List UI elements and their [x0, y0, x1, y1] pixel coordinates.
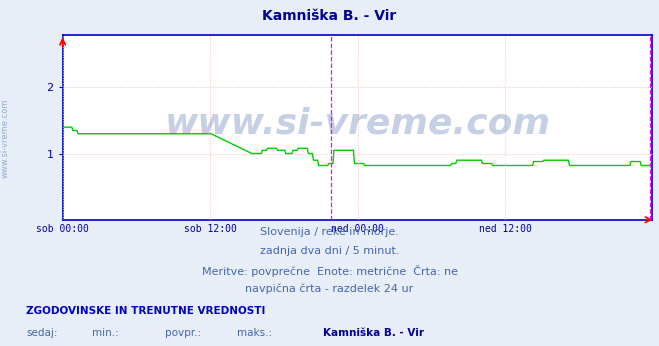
Text: zadnja dva dni / 5 minut.: zadnja dva dni / 5 minut. — [260, 246, 399, 256]
Text: www.si-vreme.com: www.si-vreme.com — [1, 99, 10, 178]
Text: maks.:: maks.: — [237, 328, 272, 338]
Text: Slovenija / reke in morje.: Slovenija / reke in morje. — [260, 227, 399, 237]
Text: Kamniška B. - Vir: Kamniška B. - Vir — [262, 9, 397, 22]
Text: sedaj:: sedaj: — [26, 328, 58, 338]
Text: povpr.:: povpr.: — [165, 328, 201, 338]
Text: Meritve: povprečne  Enote: metrične  Črta: ne: Meritve: povprečne Enote: metrične Črta:… — [202, 265, 457, 277]
Text: www.si-vreme.com: www.si-vreme.com — [165, 107, 550, 140]
Text: Kamniška B. - Vir: Kamniška B. - Vir — [323, 328, 424, 338]
Text: ZGODOVINSKE IN TRENUTNE VREDNOSTI: ZGODOVINSKE IN TRENUTNE VREDNOSTI — [26, 306, 266, 316]
Text: navpična črta - razdelek 24 ur: navpična črta - razdelek 24 ur — [245, 284, 414, 294]
Text: min.:: min.: — [92, 328, 119, 338]
